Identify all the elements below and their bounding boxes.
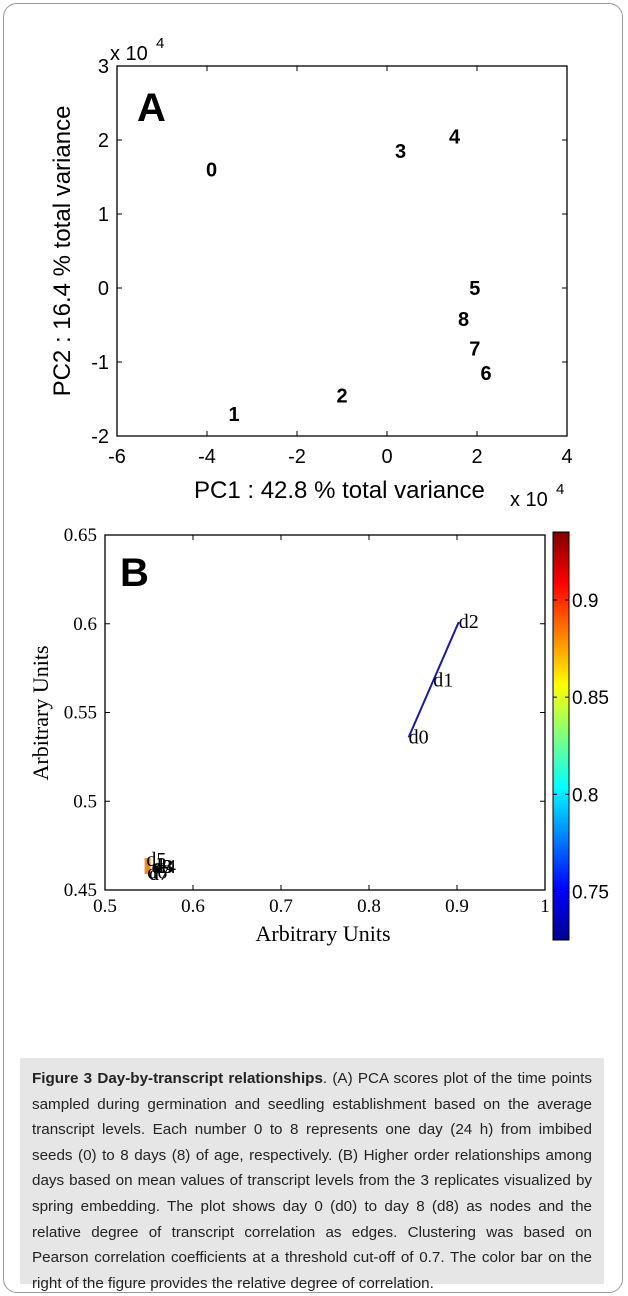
panel-b-ytick-label: 0.55 [64, 703, 97, 724]
panel-a-point-label: 2 [336, 385, 347, 407]
panel-a-ylabel: PC2 : 16.4 % total variance [49, 106, 76, 397]
caption-text: . (A) PCA scores plot of the time points… [32, 1070, 592, 1292]
panel-a-ytick-label: -2 [91, 426, 109, 448]
colorbar-tick-label: 0.75 [572, 882, 609, 903]
panel-b-xtick-label: 1 [540, 896, 550, 917]
panel-b-ytick-label: 0.45 [64, 880, 97, 901]
panel-a-ticks: -6 -4 -2 0 2 4 -2 -1 0 1 2 3 [91, 56, 572, 468]
panel-a-xtick-label: -2 [288, 446, 306, 468]
panel-b-edge [407, 621, 460, 738]
panel-a-point-label: 3 [395, 141, 406, 163]
panel-b-node-label: d8 [152, 856, 172, 878]
panel-a-ytick-label: 2 [98, 130, 109, 152]
caption-title: Day-by-transcript relationships [97, 1070, 323, 1087]
caption-label: Figure 3 [32, 1070, 93, 1087]
colorbar-gradient [552, 531, 570, 941]
panel-b-node-label: d7 [149, 863, 169, 885]
panel-b-node-label: d5 [146, 849, 166, 871]
panel-b-xtick-label: 0.9 [445, 896, 469, 917]
panel-a-point-label: 8 [458, 309, 469, 331]
panel-b-ytick-label: 0.65 [64, 525, 97, 546]
panel-a-point-label: 1 [228, 404, 239, 426]
panel-a-axes-box [116, 65, 568, 437]
figure-caption: Figure 3 Day-by-transcript relationships… [20, 1058, 604, 1292]
panel-b-ytick-label: 0.5 [73, 791, 97, 812]
panel-b-node-label: d0 [409, 726, 429, 748]
panel-a-point-label: 5 [469, 278, 480, 300]
panel-b-node-label: d6 [147, 861, 167, 883]
panel-a-ytick-label: 0 [98, 278, 109, 300]
colorbar-tick-label: 0.8 [572, 785, 598, 806]
panel-b-label: B [120, 551, 149, 595]
panel-a-xtick-label: 2 [471, 446, 482, 468]
panel-a-y-multiplier: x 10 4 [110, 35, 164, 65]
panel-a-x-multiplier-exp: 4 [556, 481, 564, 498]
colorbar-ticks: 0.75 0.8 0.85 0.9 [553, 591, 609, 903]
figure-canvas: A x 10 4 PC1 : 42.8 % total variance x 1… [28, 35, 609, 946]
panel-b: B Arbitrary Units Arbitrary Units 0.5 0.6… [28, 525, 609, 946]
panel-a-ytick-label: 3 [98, 56, 109, 78]
panel-b-node-label: d4 [156, 856, 176, 878]
panel-a-xlabel-group: PC1 : 42.8 % total variance x 10 4 [194, 477, 564, 511]
panel-a-y-multiplier-base: x 10 [110, 43, 148, 65]
panel-b-colorbar: 0.75 0.8 0.85 0.9 [552, 531, 609, 941]
panel-a-point-label: 7 [469, 339, 480, 361]
panel-b-edges [407, 621, 460, 738]
panel-b-xlabel: Arbitrary Units [255, 921, 390, 946]
panel-b-node-label: d2 [459, 611, 479, 633]
colorbar-tick-label: 0.85 [572, 688, 609, 709]
panel-a: A x 10 4 PC1 : 42.8 % total variance x 1… [49, 35, 573, 511]
panel-a-xtick-label: 4 [561, 446, 572, 468]
panel-b-xtick-label: 0.8 [357, 896, 381, 917]
panel-b-ticks: 0.5 0.6 0.7 0.8 0.9 10.450.50.550.60.65 [64, 525, 550, 917]
panel-a-point-label: 4 [449, 126, 461, 148]
panel-b-cluster-marker [144, 858, 151, 875]
panel-b-ytick-label: 0.6 [73, 614, 97, 635]
panel-b-xtick-label: 0.7 [269, 896, 293, 917]
panel-a-y-multiplier-exp: 4 [156, 35, 164, 52]
panel-a-ytick-label: -1 [91, 352, 109, 374]
panel-b-node-label: d1 [433, 670, 453, 692]
panel-a-ytick-label: 1 [98, 204, 109, 226]
panel-a-xlabel: PC1 : 42.8 % total variance [194, 477, 485, 504]
panel-a-xtick-label: -6 [108, 446, 126, 468]
panel-b-node-label: d3 [153, 856, 173, 878]
panel-a-x-multiplier-base: x 10 [510, 489, 548, 511]
panel-b-ylabel: Arbitrary Units [28, 645, 53, 780]
panel-a-point-label: 6 [480, 363, 491, 385]
colorbar-tick-label: 0.9 [572, 591, 598, 612]
panel-a-point-label: 0 [206, 160, 217, 182]
panel-a-label: A [137, 86, 166, 130]
panel-a-xtick-label: 0 [381, 446, 392, 468]
panel-b-xtick-label: 0.6 [181, 896, 205, 917]
panel-a-xtick-label: -4 [198, 446, 216, 468]
panel-b-xtick-label: 0.5 [93, 896, 117, 917]
panel-b-axes-box [104, 534, 546, 891]
